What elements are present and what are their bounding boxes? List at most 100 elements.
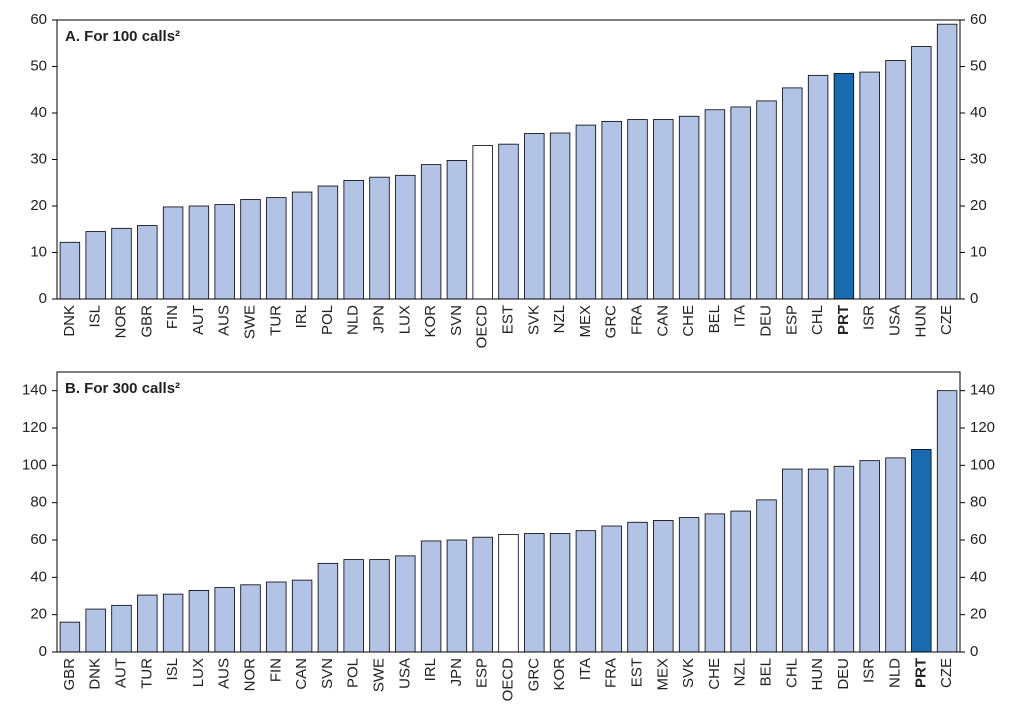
bar [756, 499, 777, 653]
x-tick-label: NLD [345, 305, 362, 335]
x-tick-label: LUX [190, 658, 207, 687]
y2-tick-label: 40 [970, 104, 987, 121]
bar [85, 231, 106, 300]
y2-tick-label: 20 [970, 197, 987, 214]
x-tick-label: ITA [577, 658, 594, 680]
bar [833, 465, 855, 653]
x-tick-label: CAN [654, 305, 671, 337]
bar [601, 525, 622, 653]
bar [266, 197, 287, 300]
x-tick-label: CZE [938, 658, 955, 688]
bar [524, 533, 545, 653]
bar [188, 590, 210, 653]
bar [395, 174, 416, 300]
x-tick-label: CHE [706, 658, 723, 690]
x-tick-label: SVN [319, 658, 336, 689]
bar [291, 191, 313, 300]
bar [498, 143, 519, 300]
bar [911, 449, 932, 653]
bar [317, 562, 339, 653]
y-tick-label: 60 [30, 11, 47, 28]
chart-title: A. For 100 calls² [65, 28, 180, 45]
bar [343, 180, 364, 300]
bar [266, 581, 287, 653]
x-tick-label: JPN [448, 658, 465, 686]
x-tick-label: HUN [912, 305, 929, 338]
x-tick-label: NLD [886, 658, 903, 688]
y2-tick-label: 100 [970, 456, 995, 473]
bar [704, 513, 726, 653]
bar [472, 145, 493, 300]
x-tick-label: LUX [396, 305, 413, 334]
bar [678, 517, 700, 653]
bar [807, 74, 829, 300]
x-tick-label: IRL [422, 658, 439, 681]
y-tick-label: 40 [30, 104, 47, 121]
bar [653, 119, 674, 300]
x-tick-label: JPN [370, 305, 387, 333]
x-tick-label: DNK [87, 658, 104, 690]
x-tick-label: PRT [835, 305, 852, 335]
x-tick-label: ISL [164, 658, 181, 681]
x-tick-label: USA [886, 305, 903, 336]
bar [730, 510, 751, 653]
x-tick-label: EST [628, 658, 645, 687]
x-tick-label: GRC [603, 305, 620, 339]
x-tick-label: TUR [267, 305, 284, 336]
bar [59, 621, 81, 653]
x-tick-label: CHE [680, 305, 697, 337]
bar [936, 390, 958, 653]
x-tick-label: HUN [809, 658, 826, 691]
bar [524, 133, 545, 300]
x-tick-label: POL [345, 658, 362, 688]
y-tick-label: 30 [30, 150, 47, 167]
bar [214, 204, 235, 300]
bar [859, 460, 880, 653]
bar [885, 457, 906, 653]
bar [111, 604, 132, 653]
x-tick-label: DEU [757, 305, 774, 337]
bar [936, 23, 958, 300]
bar [549, 533, 571, 653]
x-tick-label: MEX [577, 305, 594, 338]
x-tick-label: OECD [474, 305, 491, 349]
bar [240, 199, 261, 300]
x-tick-label: ESP [474, 658, 491, 688]
x-tick-label: USA [396, 658, 413, 689]
y2-tick-label: 10 [970, 243, 987, 260]
bar [885, 60, 906, 300]
y-tick-label: 0 [39, 643, 47, 660]
x-tick-label: KOR [422, 305, 439, 338]
bar [575, 124, 597, 300]
y-tick-label: 0 [39, 290, 47, 307]
bar [291, 579, 313, 653]
x-tick-label: ISR [861, 658, 878, 683]
bar [498, 534, 519, 653]
bar [756, 100, 777, 300]
y2-tick-label: 40 [970, 568, 987, 585]
bar [627, 119, 648, 300]
x-tick-label: ITA [732, 305, 749, 327]
y-tick-label: 100 [22, 456, 47, 473]
x-tick-label: NOR [241, 658, 258, 692]
x-tick-label: DNK [61, 305, 78, 337]
y-tick-label: 80 [30, 494, 47, 511]
bar [369, 176, 390, 300]
bar [704, 109, 726, 300]
x-tick-label: MEX [654, 658, 671, 691]
x-tick-label: CZE [938, 305, 955, 335]
x-tick-label: OECD [499, 658, 516, 702]
y-tick-label: 40 [30, 568, 47, 585]
y-tick-label: 10 [30, 243, 47, 260]
y2-tick-label: 0 [970, 290, 978, 307]
x-tick-label: PRT [912, 658, 929, 688]
bar [782, 87, 803, 300]
x-tick-label: IRL [293, 305, 310, 328]
bar [85, 608, 106, 653]
x-tick-label: DEU [835, 658, 852, 690]
bar [601, 120, 622, 300]
y2-tick-label: 140 [970, 382, 995, 399]
x-tick-label: FIN [267, 658, 284, 682]
bar [395, 555, 416, 653]
x-tick-label: FIN [164, 305, 181, 329]
